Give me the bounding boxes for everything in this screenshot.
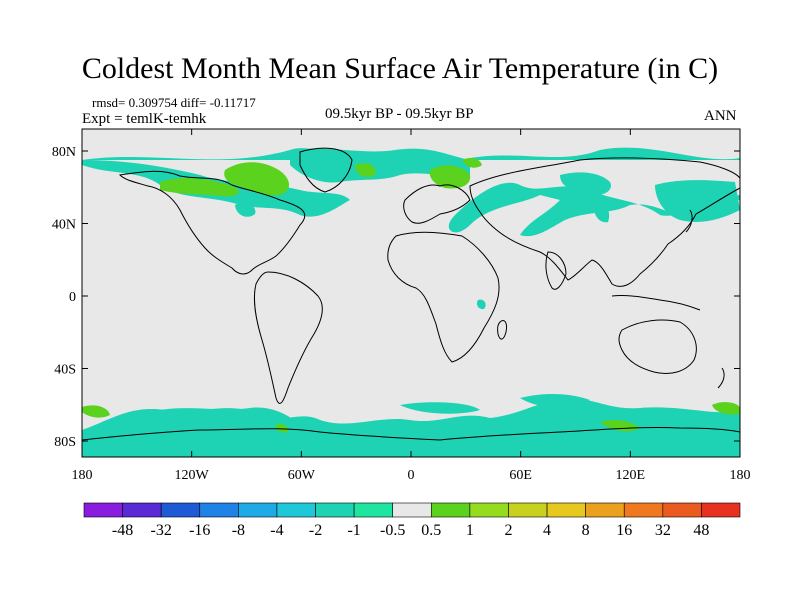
anomaly-warm-north-america <box>160 178 239 197</box>
colorbar-swatch <box>623 502 664 518</box>
anomaly-antarctic-west <box>160 407 300 431</box>
anomaly-warm-scandinavia <box>429 165 471 189</box>
coast-north-america <box>118 170 306 275</box>
coast-new-zealand <box>717 367 725 389</box>
lon-tick-label: 120E <box>616 468 646 483</box>
colorbar-swatch <box>276 502 316 518</box>
colorbar-swatch <box>546 502 586 518</box>
colorbar-label: 0.5 <box>421 522 441 539</box>
anomaly-warm-southern-east <box>712 402 740 415</box>
colorbar-swatch <box>392 502 432 518</box>
colorbar-label: -1 <box>347 522 360 539</box>
coast-greenland <box>299 147 353 193</box>
colorbar-label: 2 <box>504 522 512 539</box>
colorbar-swatch <box>315 502 355 518</box>
anomaly-small-2 <box>235 203 256 217</box>
anomaly-warm-hudson <box>224 162 290 196</box>
lon-tick-label: 180 <box>730 468 751 483</box>
anomaly-warm-antarctic <box>275 423 289 433</box>
anomaly-warm-greenland <box>355 163 376 178</box>
colorbar-swatch <box>469 502 509 518</box>
colorbar-swatch <box>83 502 123 518</box>
colorbar-swatch <box>160 502 201 518</box>
colorbar-swatch <box>430 502 471 518</box>
lat-tick-label: 80S <box>54 435 76 450</box>
stats-text: rmsd= 0.309754 diff= -0.11717 <box>92 95 256 110</box>
coast-south-america <box>253 271 323 404</box>
anomaly-southern-patch-2 <box>520 394 590 408</box>
colorbar-swatch <box>662 502 702 518</box>
lon-tick-label: 180 <box>72 468 93 483</box>
anomaly-warm-kara <box>462 157 482 168</box>
colorbar-label: 48 <box>693 522 709 539</box>
latitude-axis: 80N 40N 0 40S 80S <box>52 145 740 450</box>
colorbar-label: -2 <box>309 522 322 539</box>
period-label: 09.5kyr BP - 09.5kyr BP <box>325 106 474 122</box>
longitude-axis: 180 120W 60W 0 60E 120E 180 <box>72 129 751 483</box>
coast-madagascar <box>497 319 507 340</box>
colorbar-label: -8 <box>232 522 245 539</box>
lon-tick-label: 60W <box>288 468 316 483</box>
colorbar-label: -0.5 <box>380 522 405 539</box>
anomaly-arctic-band <box>82 147 740 237</box>
coast-japan <box>685 209 693 233</box>
lon-tick-label: 60E <box>509 468 532 483</box>
season-label: ANN <box>704 108 737 124</box>
map-title: Coldest Month Mean Surface Air Temperatu… <box>81 52 719 85</box>
anomaly-siberia <box>560 172 611 196</box>
coast-india <box>545 251 567 290</box>
coast-australia <box>618 319 697 374</box>
colorbar-label: -4 <box>270 522 283 539</box>
lat-tick-label: 80N <box>52 145 76 160</box>
anomaly-east-asia <box>655 180 740 222</box>
coast-indonesia <box>611 295 701 311</box>
lat-tick-label: 40S <box>54 363 76 378</box>
colorbar-swatch <box>701 502 741 518</box>
coast-africa <box>387 231 500 363</box>
colorbar-label: 1 <box>466 522 474 539</box>
anomaly-patches <box>82 147 740 457</box>
colorbar-label: -16 <box>189 522 210 539</box>
lon-tick-label: 120W <box>175 468 210 483</box>
colorbar-swatch <box>508 502 548 518</box>
anomaly-small-1 <box>594 204 610 223</box>
colorbar-swatch <box>199 502 239 518</box>
coastlines <box>82 147 740 441</box>
colorbar-label: 16 <box>616 522 632 539</box>
lat-tick-label: 0 <box>69 290 76 305</box>
coast-antarctica <box>82 426 740 441</box>
anomaly-southern-patch-1 <box>400 402 480 414</box>
lat-tick-label: 40N <box>52 218 76 233</box>
colorbar-swatch <box>238 502 278 518</box>
colorbar-label: 8 <box>582 522 590 539</box>
anomaly-small-3 <box>476 299 486 310</box>
colorbar: -48 -32 -16 -8 -4 -2 -1 -0.5 0.5 1 2 4 8 16 32 48 <box>83 502 741 539</box>
coast-asia <box>469 157 740 287</box>
anomaly-greenland-europe <box>290 148 470 183</box>
colorbar-label: -48 <box>112 522 133 539</box>
colorbar-label: 32 <box>655 522 671 539</box>
anomaly-warm-southern-ocean <box>82 405 110 418</box>
colorbar-swatch <box>353 502 394 518</box>
coast-europe <box>403 184 471 224</box>
colorbar-label: -32 <box>151 522 172 539</box>
experiment-label: Expt = temlK-temhk <box>82 111 207 127</box>
colorbar-swatch <box>122 502 162 518</box>
colorbar-swatch <box>585 502 625 518</box>
colorbar-label: 4 <box>543 522 551 539</box>
lon-tick-label: 0 <box>408 468 415 483</box>
